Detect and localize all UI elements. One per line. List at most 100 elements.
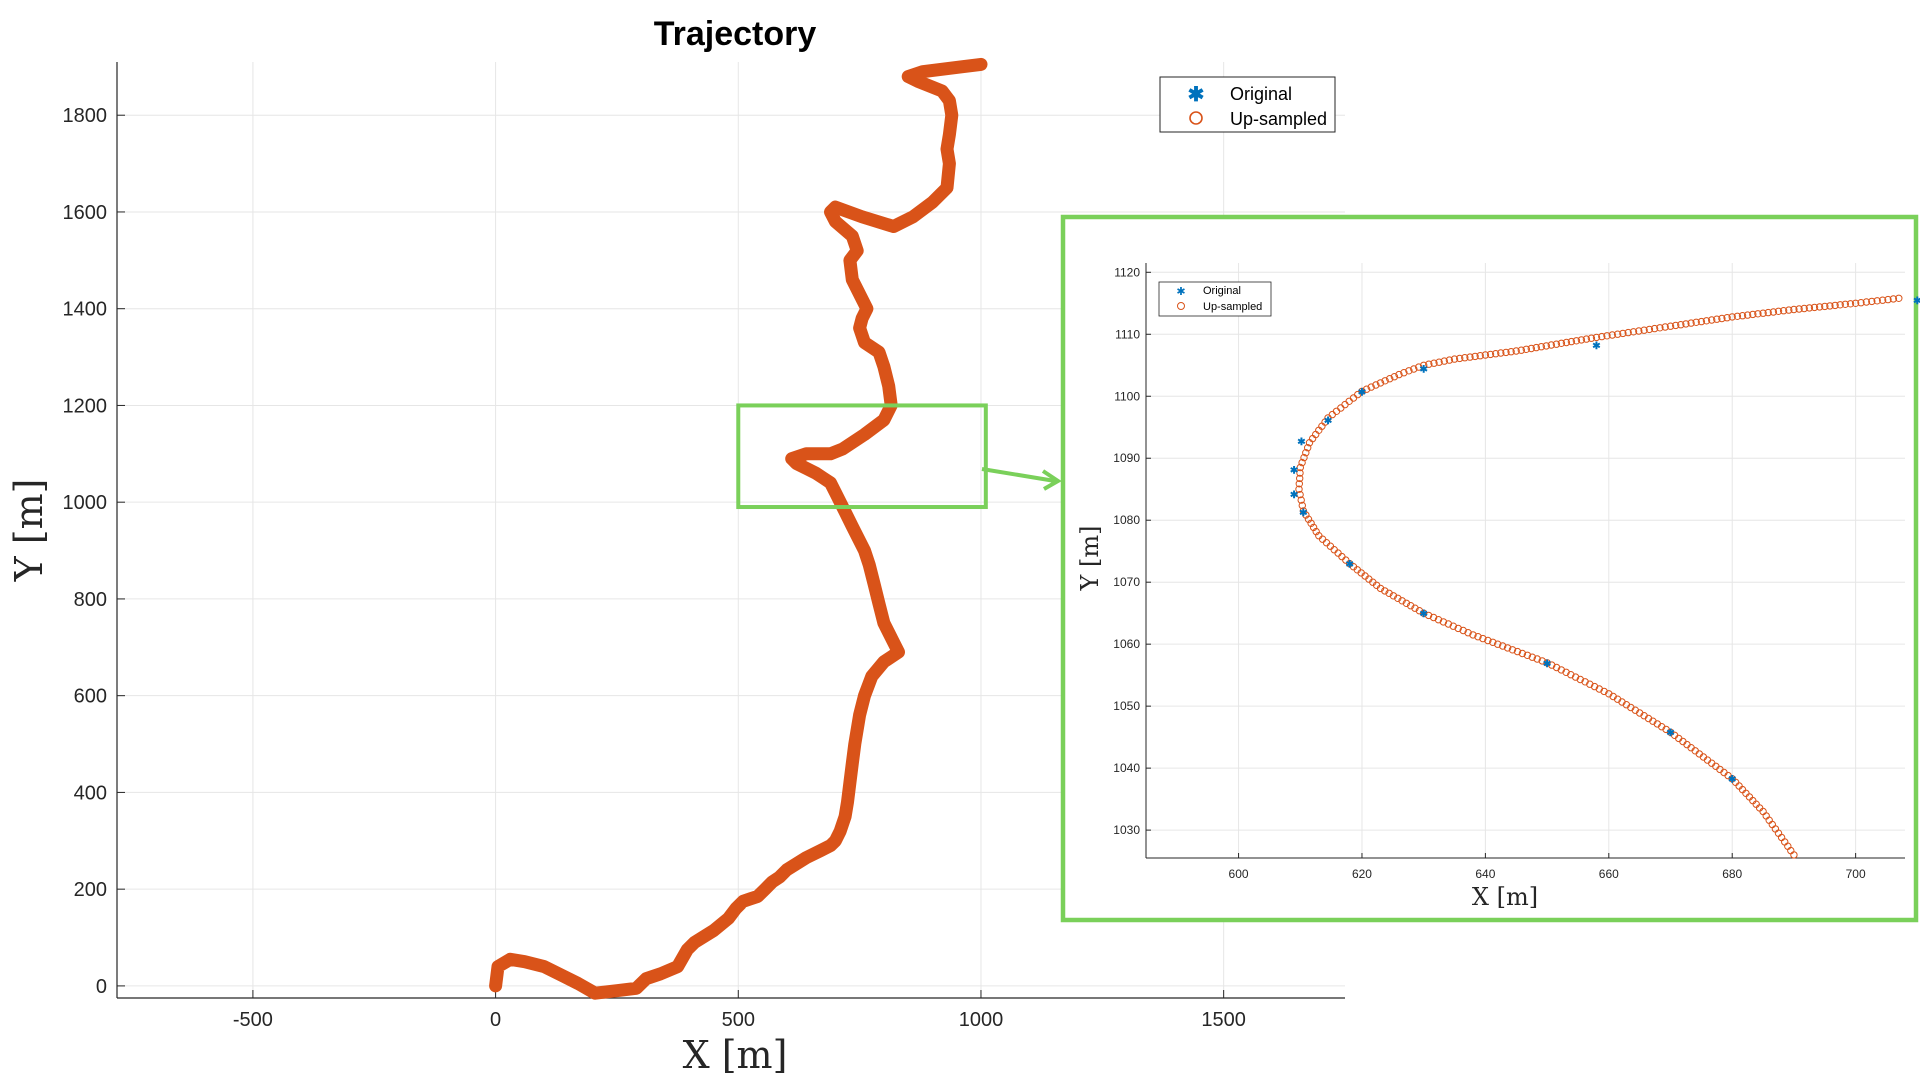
main-y-tick-label: 1800 <box>63 105 108 127</box>
upsampled-point <box>1603 332 1611 340</box>
upsampled-point <box>1862 298 1871 306</box>
upsampled-point <box>1492 350 1500 358</box>
main-y-tick-label: 800 <box>74 589 107 611</box>
upsampled-point <box>1420 361 1428 369</box>
upsampled-point <box>1567 337 1576 346</box>
main-legend-box <box>1159 76 1336 133</box>
upsampled-point <box>1810 303 1819 312</box>
main-y-tick-label: 1000 <box>63 492 108 514</box>
upsampled-point <box>1297 496 1305 504</box>
upsampled-point <box>1389 592 1398 600</box>
upsampled-point <box>1629 328 1638 336</box>
upsampled-point <box>1499 642 1507 650</box>
upsampled-point <box>1362 385 1371 393</box>
upsampled-point <box>1557 339 1566 347</box>
upsampled-point <box>1469 631 1477 639</box>
upsampled-point <box>1640 326 1648 334</box>
upsampled-point <box>1398 597 1406 605</box>
upsampled-point <box>1402 599 1411 607</box>
upsampled-point <box>1497 349 1505 357</box>
upsampled-point <box>1538 657 1546 665</box>
main-x-tick-label: -500 <box>233 1009 273 1031</box>
upsampled-point <box>1424 611 1433 620</box>
upsampled-point <box>1464 629 1472 637</box>
upsampled-point <box>1304 444 1312 452</box>
main-axes <box>116 62 1345 999</box>
upsampled-point <box>1532 343 1541 352</box>
main-y-tick-label: 400 <box>74 782 107 804</box>
upsampled-point <box>1619 329 1627 338</box>
upsampled-point <box>1542 342 1551 350</box>
upsampled-point <box>1873 297 1881 305</box>
inset-legend-original-marker: ✱ <box>1176 286 1185 298</box>
upsampled-point <box>1381 377 1389 385</box>
upsampled-point <box>1815 303 1824 311</box>
original-point: ✱ <box>1543 659 1552 670</box>
upsampled-point <box>1298 501 1307 510</box>
inset-frame <box>1060 214 1919 923</box>
upsampled-point <box>1471 352 1479 361</box>
upsampled-point <box>1518 649 1527 658</box>
inset-x-tick-label: 600 <box>1229 867 1249 881</box>
upsampled-point <box>1624 328 1632 337</box>
original-point: ✱ <box>1358 387 1367 398</box>
upsampled-point <box>1754 310 1762 318</box>
legend-upsampled-marker <box>1189 111 1203 125</box>
upsampled-point <box>1400 369 1408 377</box>
upsampled-point <box>1851 299 1860 307</box>
main-y-axis-label: Y [m] <box>7 479 51 583</box>
upsampled-point <box>1769 308 1778 316</box>
inset-upsampled-markers <box>1295 294 1903 859</box>
original-point: ✱ <box>1592 341 1601 352</box>
inset-y-tick-label: 1120 <box>1114 265 1140 279</box>
upsampled-point <box>1728 313 1736 321</box>
upsampled-point <box>1692 318 1700 326</box>
upsampled-point <box>1461 354 1469 362</box>
upsampled-point <box>1779 307 1788 315</box>
upsampled-point <box>1390 373 1399 381</box>
upsampled-point <box>1831 301 1839 310</box>
inset-legend-box <box>1158 281 1272 317</box>
upsampled-point <box>1687 319 1695 327</box>
upsampled-point <box>1857 299 1865 307</box>
upsampled-point <box>1367 383 1375 391</box>
upsampled-point <box>1582 335 1591 343</box>
upsampled-point <box>1512 347 1520 355</box>
legend-upsampled-label: Up-sampled <box>1230 109 1327 129</box>
legend-original-marker: ✱ <box>1188 84 1205 106</box>
upsampled-point <box>1425 360 1433 368</box>
upsampled-point <box>1405 367 1413 375</box>
upsampled-point <box>1486 350 1495 359</box>
zoom-arrow <box>981 467 1062 491</box>
upsampled-point <box>1312 527 1320 536</box>
upsampled-point <box>1410 365 1418 373</box>
main-y-tick-labels: 0 200 400 600 800 1000 1200 1400 1600 1800 <box>63 105 125 998</box>
upsampled-point <box>1702 317 1711 325</box>
upsampled-point <box>1474 633 1482 641</box>
main-x-tick-label: 1500 <box>1201 1009 1246 1031</box>
upsampled-point <box>1774 307 1783 315</box>
upsampled-point <box>1523 651 1532 659</box>
upsampled-point <box>1666 322 1675 330</box>
upsampled-point <box>1878 296 1887 304</box>
upsampled-point <box>1764 308 1772 317</box>
inset-legend-upsampled-marker <box>1177 302 1185 310</box>
upsampled-point <box>1759 309 1767 317</box>
original-point: ✱ <box>1913 296 1920 307</box>
main-legend: ✱ Original Up-sampled <box>1159 76 1336 133</box>
main-y-tick-label: 600 <box>74 686 107 708</box>
upsampled-point <box>1826 302 1834 310</box>
inset-x-tick-label: 700 <box>1846 867 1866 881</box>
upsampled-point <box>1296 463 1305 472</box>
original-point: ✱ <box>1728 775 1737 786</box>
upsampled-point <box>1790 851 1798 859</box>
upsampled-point <box>1677 321 1685 329</box>
inset-y-tick-label: 1030 <box>1113 823 1140 837</box>
upsampled-point <box>1608 331 1617 339</box>
upsampled-point <box>1494 640 1502 648</box>
trajectory-line <box>489 57 988 1000</box>
original-point: ✱ <box>1324 416 1333 427</box>
upsampled-point <box>1459 626 1467 635</box>
upsampled-point <box>1479 634 1487 643</box>
